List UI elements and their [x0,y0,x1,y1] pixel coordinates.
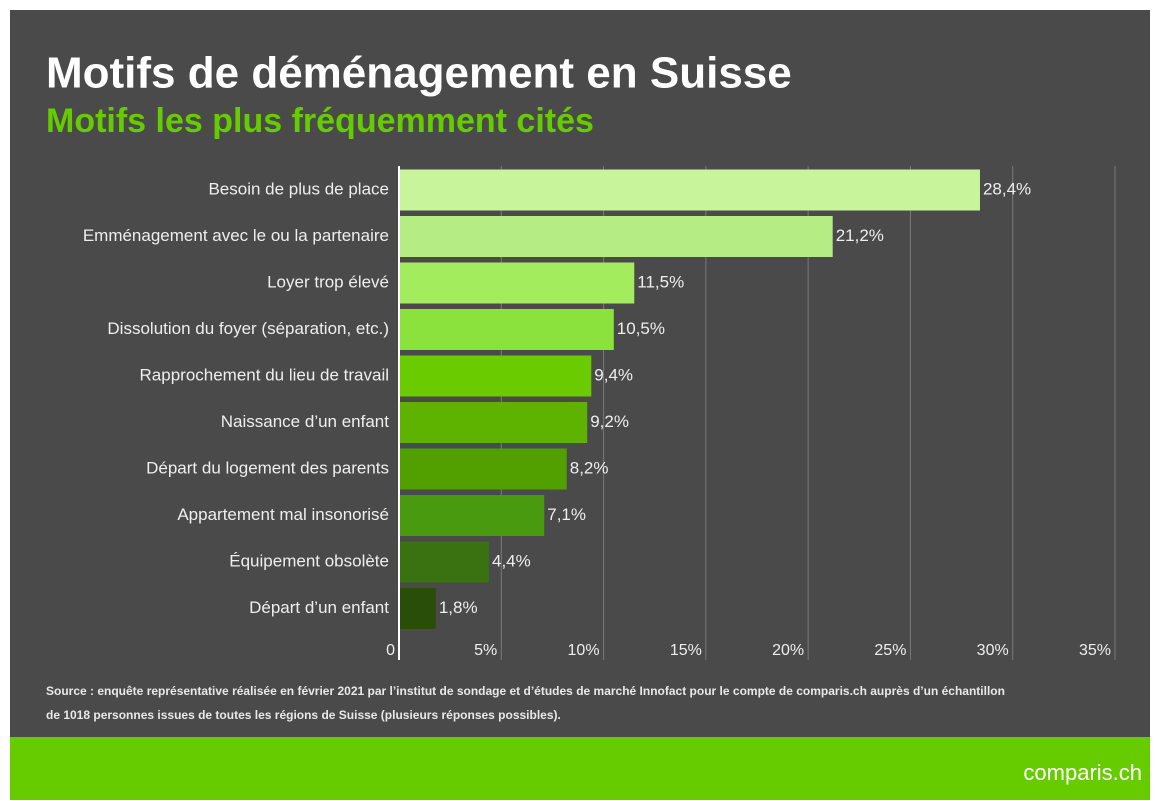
data-label: 10,5% [617,319,665,338]
source: Source : enquête représentative réalisée… [46,684,1005,698]
bar [399,262,635,304]
bar [399,495,545,536]
data-label: 1,8% [439,598,478,617]
y-tick-label: Besoin de plus de place [208,179,389,198]
bar [399,402,588,443]
footer [10,737,1150,800]
y-tick-label: Dissolution du foyer (séparation, etc.) [107,319,389,338]
data-label: 11,5% [637,272,684,291]
data-label: 7,1% [547,505,586,524]
x-tick-label: 20% [772,642,804,659]
x-tick-label: 15% [670,642,702,659]
chart-subtitle: Motifs les plus fréquemment cités [46,102,594,140]
data-label: 9,2% [590,412,629,431]
data-label: 28,4% [983,179,1031,198]
x-tick-label: 0 [386,642,395,659]
y-tick-label: Rapprochement du lieu de travail [140,365,389,384]
data-label: 8,2% [570,458,609,477]
data-label: 21,2% [836,226,884,245]
x-tick-label: 30% [977,642,1009,659]
x-tick-label: 25% [874,642,906,659]
data-label: 4,4% [492,551,531,570]
y-tick-label: Appartement mal insonorisé [177,505,389,524]
y-tick-label: Emménagement avec le ou la partenaire [83,226,389,245]
x-tick-label: 35% [1079,642,1111,659]
chart-title: Motifs de déménagement en Suisse [46,49,792,98]
data-label: 9,4% [594,365,633,384]
bar [399,216,833,257]
y-tick-label: Loyer trop élevé [267,272,389,291]
y-tick-label: Naissance d’un enfant [221,412,390,431]
bar [399,309,614,350]
bar [399,588,436,629]
y-tick-label: Équipement obsolète [229,551,389,570]
y-tick-label: Départ du logement des parents [146,458,389,477]
bar [399,448,567,490]
brand: comparis.ch [1023,760,1142,785]
x-tick-label: 5% [474,642,497,659]
bar [399,541,490,583]
source: de 1018 personnes issues de toutes les r… [46,708,561,722]
bar [399,355,592,397]
y-tick-label: Départ d’un enfant [249,598,389,617]
bar [399,169,980,211]
x-tick-label: 10% [568,642,600,659]
